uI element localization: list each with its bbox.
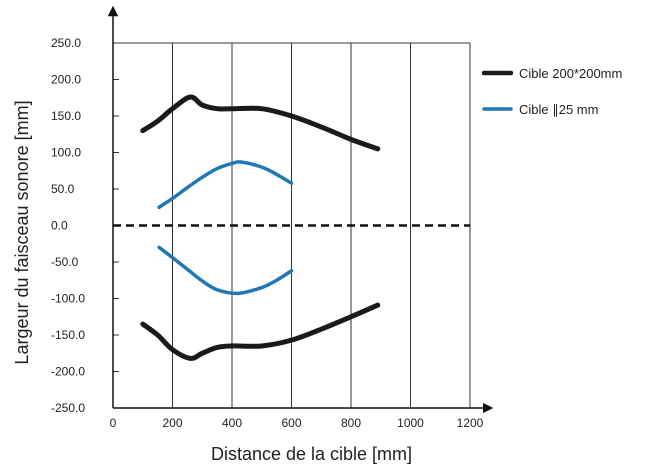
y-tick-label: 150.0 — [51, 109, 81, 123]
x-tick-label: 0 — [110, 416, 117, 430]
y-tick-label: 200.0 — [51, 73, 81, 87]
x-tick-label: 200 — [162, 416, 182, 430]
series-line-cible-200x200-lower — [140, 302, 381, 361]
y-tick-label: 0.0 — [51, 219, 68, 233]
x-tick-label: 800 — [341, 416, 361, 430]
series-line-cible-25-lower — [157, 245, 294, 296]
x-tick-label: 400 — [222, 416, 242, 430]
x-tick-labels: 0 200 400 600 800 1000 1200 — [110, 416, 484, 430]
legend-label: Cible ∥25 mm — [519, 102, 598, 117]
data-series — [140, 94, 381, 361]
y-tick-label: 250.0 — [51, 36, 81, 50]
x-tick-label: 1000 — [397, 416, 424, 430]
series-line-cible-200x200-upper — [140, 94, 381, 152]
x-tick-label: 600 — [281, 416, 301, 430]
legend: Cible 200*200mm Cible ∥25 mm — [481, 66, 622, 117]
y-tick-label: -150.0 — [51, 328, 85, 342]
y-axis-title: Largeur du faisceau sonore [mm] — [12, 100, 32, 364]
y-tick-labels: 250.0 200.0 150.0 100.0 50.0 0.0 -50.0 -100.0 -1… — [51, 36, 85, 415]
legend-label: Cible 200*200mm — [519, 66, 622, 81]
x-tick-label: 1200 — [457, 416, 484, 430]
series-line-cible-25-upper — [157, 160, 294, 209]
x-axis-title: Distance de la cible [mm] — [211, 444, 412, 464]
y-tick-label: -200.0 — [51, 365, 85, 379]
y-tick-label: -100.0 — [51, 292, 85, 306]
y-tick-label: 50.0 — [51, 182, 75, 196]
y-tick-label: -250.0 — [51, 401, 85, 415]
y-tick-label: 100.0 — [51, 146, 81, 160]
y-tick-label: -50.0 — [51, 255, 79, 269]
